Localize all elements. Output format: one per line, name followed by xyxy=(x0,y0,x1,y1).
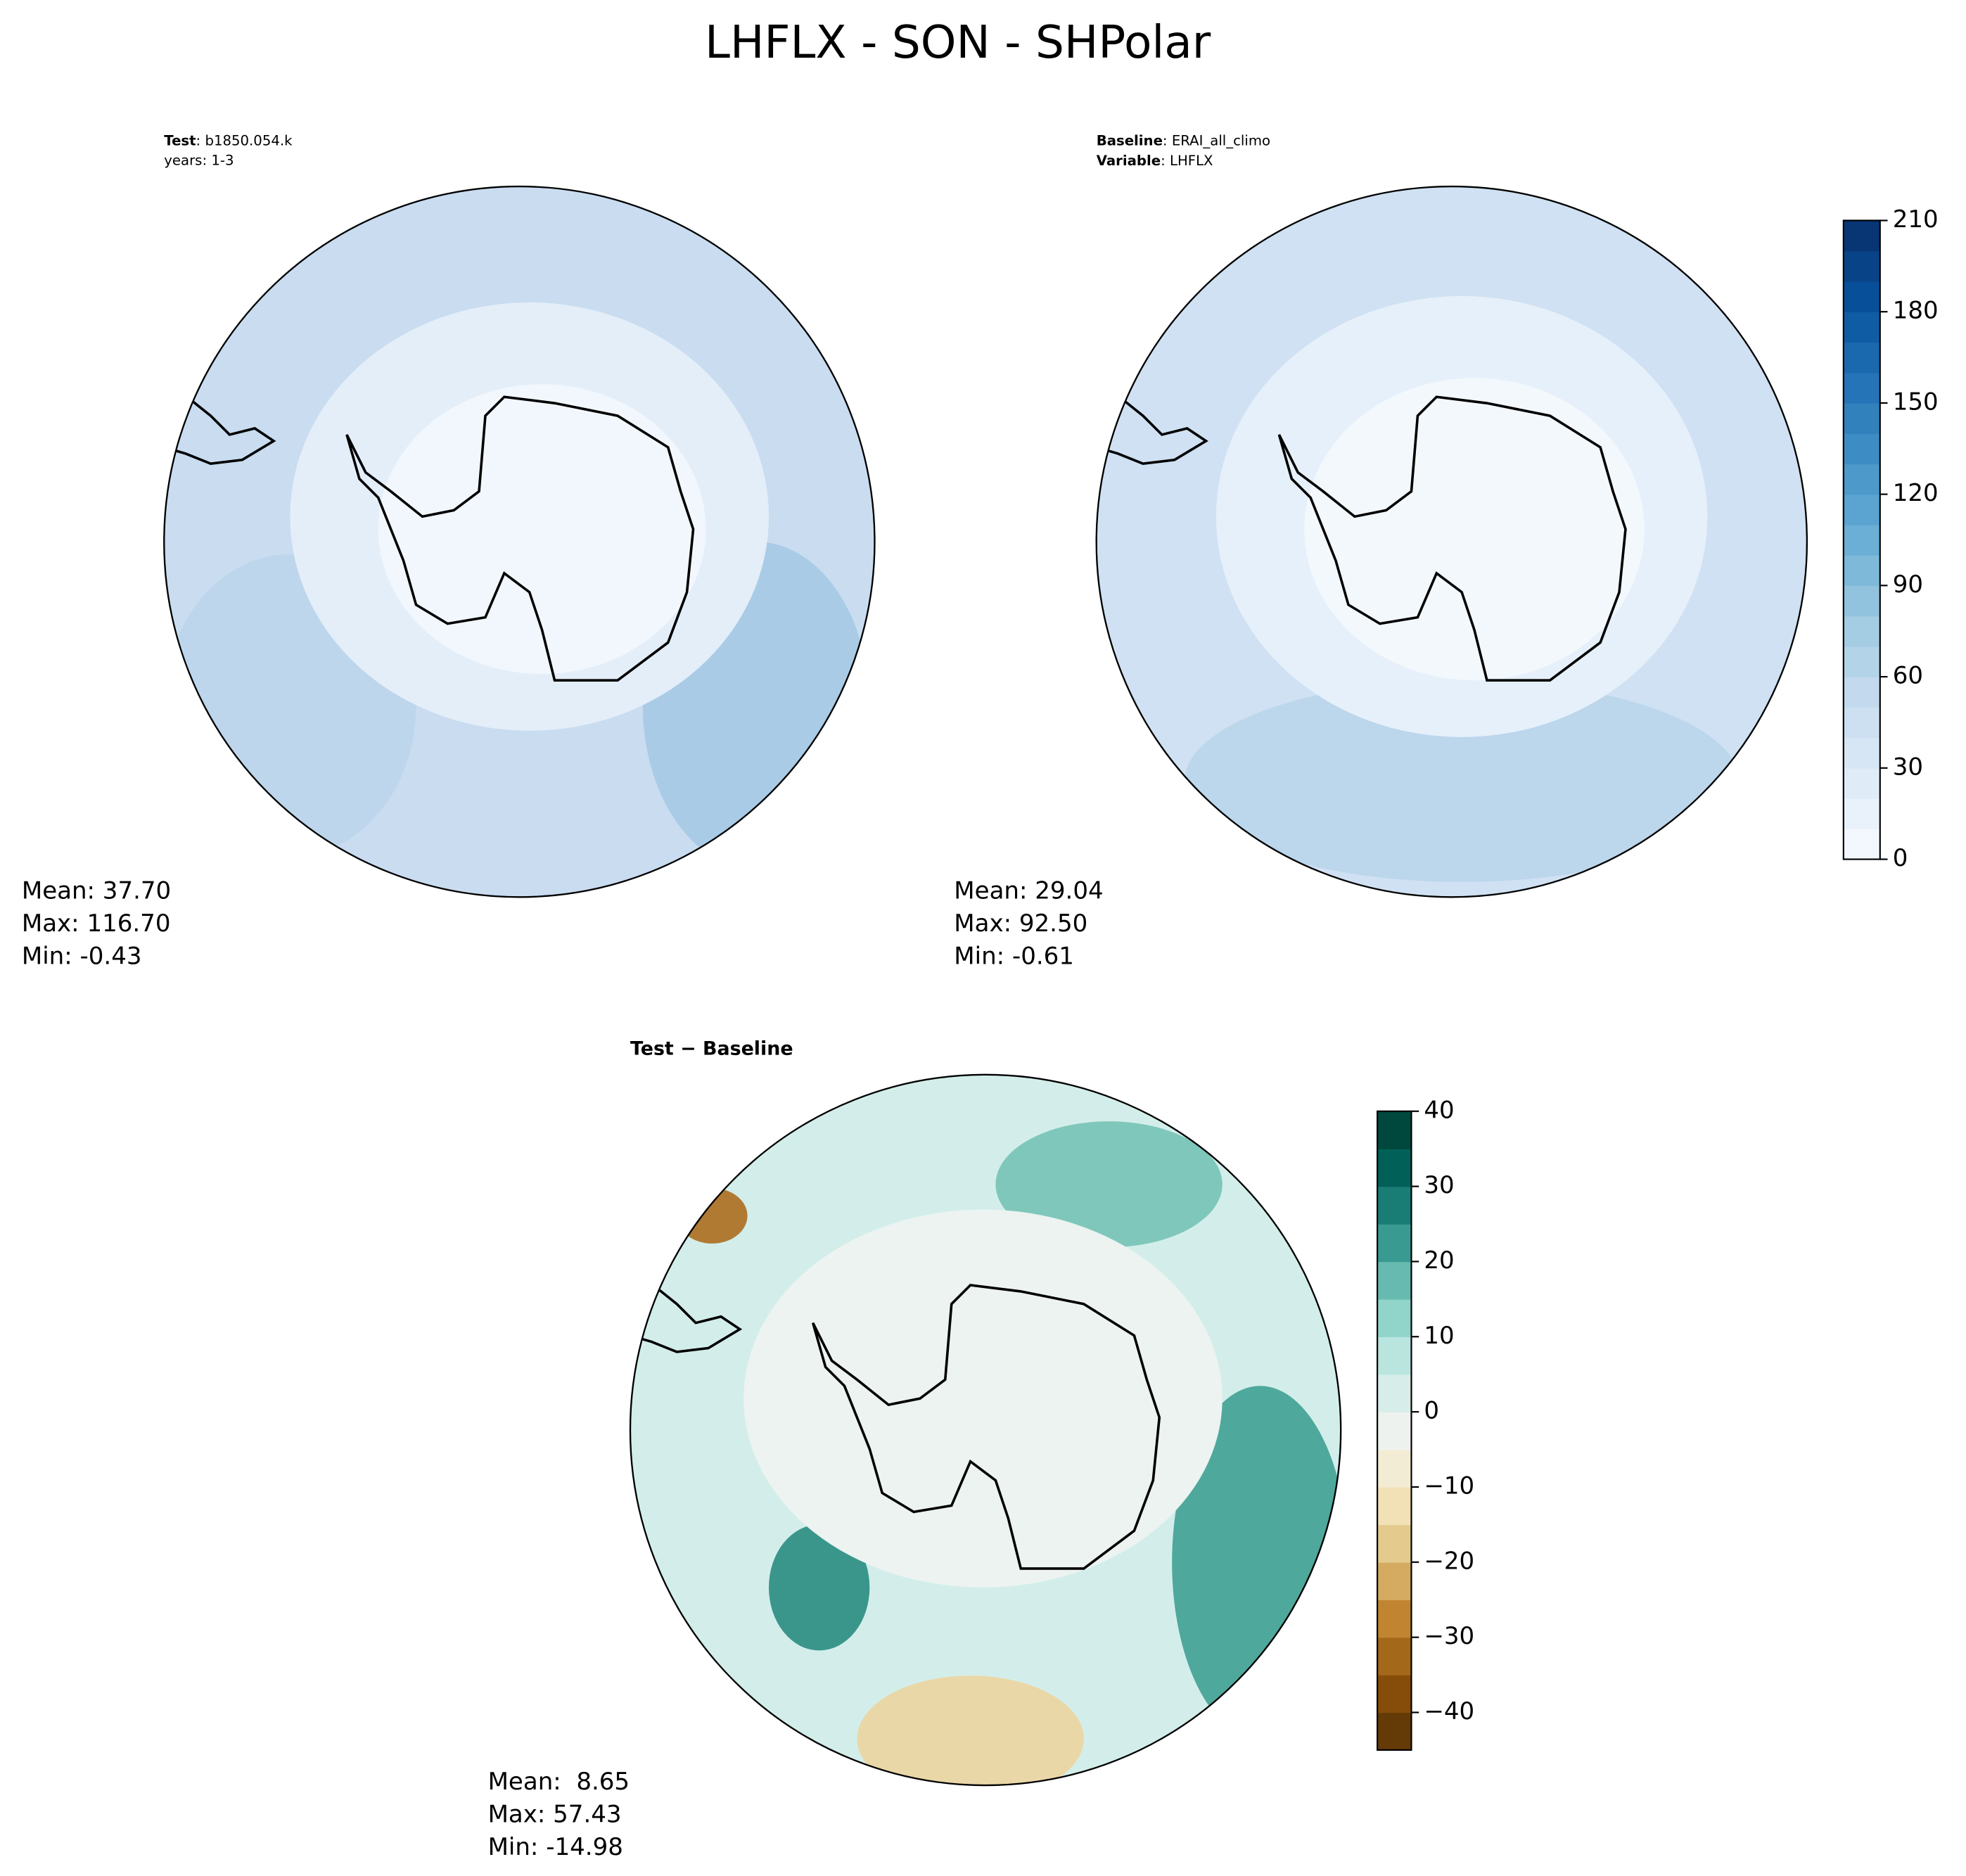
colorbar-band xyxy=(1377,1675,1412,1714)
colorbar-tick-label: 30 xyxy=(1424,1171,1454,1199)
colorbar-band xyxy=(1377,1298,1412,1338)
colorbar-band xyxy=(1843,433,1880,465)
colorbar-band xyxy=(1377,1562,1412,1600)
colorbar-band xyxy=(1377,1336,1412,1375)
colorbar-band xyxy=(1377,1261,1412,1300)
colorbar-tick-label: −30 xyxy=(1424,1622,1474,1650)
colorbar-band xyxy=(1377,1637,1412,1676)
colorbar-band xyxy=(1843,372,1880,404)
colorbar-band xyxy=(1377,1524,1412,1563)
colorbar-band xyxy=(1843,767,1880,799)
colorbar-band xyxy=(1843,464,1880,495)
colorbar-tick-label: 180 xyxy=(1893,297,1939,325)
label-value: : b1850.054.k xyxy=(196,132,293,148)
colorbar-band xyxy=(1843,312,1880,343)
stat: Max: 116.70 xyxy=(22,910,171,938)
colorbar-band xyxy=(1843,494,1880,525)
colorbar-band xyxy=(1843,250,1880,282)
stat: Min: -0.43 xyxy=(22,943,142,971)
panel-label: Test − Baseline xyxy=(630,1038,793,1060)
label-key: Test xyxy=(164,132,196,148)
colorbar-tick-label: 40 xyxy=(1424,1096,1454,1124)
colorbar-band xyxy=(1377,1486,1412,1526)
colorbar-band xyxy=(1843,220,1880,252)
colorbar-band xyxy=(1843,615,1880,647)
colorbar-band xyxy=(1377,1412,1412,1450)
label-key: Variable xyxy=(1097,153,1161,169)
colorbar-band xyxy=(1843,524,1880,556)
colorbar-tick-label: 60 xyxy=(1893,662,1923,690)
colorbar-tick-label: −40 xyxy=(1424,1697,1474,1725)
figure-title: LHFLX - SON - SHPolar xyxy=(705,16,1211,69)
label-key: Baseline xyxy=(1097,132,1163,148)
colorbar-band xyxy=(1843,342,1880,374)
colorbar-tick-label: 20 xyxy=(1424,1246,1454,1275)
colorbar-frame xyxy=(1377,1110,1412,1751)
colorbar-band xyxy=(1843,737,1880,769)
map-test xyxy=(164,186,875,898)
colorbar-band xyxy=(1377,1186,1412,1225)
colorbar-tick-label: 120 xyxy=(1893,479,1939,507)
colorbar-tick-label: 30 xyxy=(1893,753,1923,781)
colorbar-band xyxy=(1843,829,1880,860)
colorbar-tick-label: −10 xyxy=(1424,1472,1474,1500)
stat: Mean: 29.04 xyxy=(954,877,1103,905)
colorbar-band xyxy=(1377,1600,1412,1638)
panel-subtitle: years: 1-3 xyxy=(164,153,234,169)
colorbar-band xyxy=(1843,585,1880,617)
colorbar-band xyxy=(1377,1149,1412,1187)
colorbar-band xyxy=(1843,646,1880,677)
colorbar-band xyxy=(1843,707,1880,739)
stat: Max: 57.43 xyxy=(488,1801,622,1829)
colorbar-band xyxy=(1377,1224,1412,1263)
stat: Min: -0.61 xyxy=(954,943,1074,971)
colorbar-tick-label: 90 xyxy=(1893,570,1923,599)
colorbar-band xyxy=(1843,555,1880,587)
colorbar-tick-label: 0 xyxy=(1424,1397,1439,1425)
stat: Mean: 37.70 xyxy=(22,877,171,905)
map-baseline xyxy=(1096,186,1807,898)
panel-label: Baseline: ERAI_all_climo xyxy=(1097,132,1270,148)
colorbar-band xyxy=(1377,1111,1412,1149)
colorbar-band xyxy=(1377,1374,1412,1412)
panel-label: Variable: LHFLX xyxy=(1097,153,1213,169)
stat: Min: -14.98 xyxy=(488,1833,623,1861)
map-difference xyxy=(630,1074,1341,1786)
label-value: : ERAI_all_climo xyxy=(1163,132,1270,148)
colorbar-tick-label: 10 xyxy=(1424,1322,1454,1350)
colorbar-tick-label: 210 xyxy=(1893,205,1939,234)
label-value: : LHFLX xyxy=(1161,153,1213,169)
colorbar-band xyxy=(1843,402,1880,434)
panel-label: Test: b1850.054.k xyxy=(164,132,293,148)
stat: Max: 92.50 xyxy=(954,910,1087,938)
colorbar-band xyxy=(1843,677,1880,708)
colorbar-band xyxy=(1377,1712,1412,1751)
colorbar-frame xyxy=(1842,219,1881,860)
colorbar-tick-label: −20 xyxy=(1424,1547,1474,1575)
colorbar-tick-label: 150 xyxy=(1893,388,1939,416)
colorbar-band xyxy=(1377,1449,1412,1488)
colorbar-tick-label: 0 xyxy=(1893,844,1908,872)
colorbar-band xyxy=(1843,798,1880,830)
stat: Mean: 8.65 xyxy=(488,1768,630,1796)
colorbar-band xyxy=(1843,281,1880,312)
